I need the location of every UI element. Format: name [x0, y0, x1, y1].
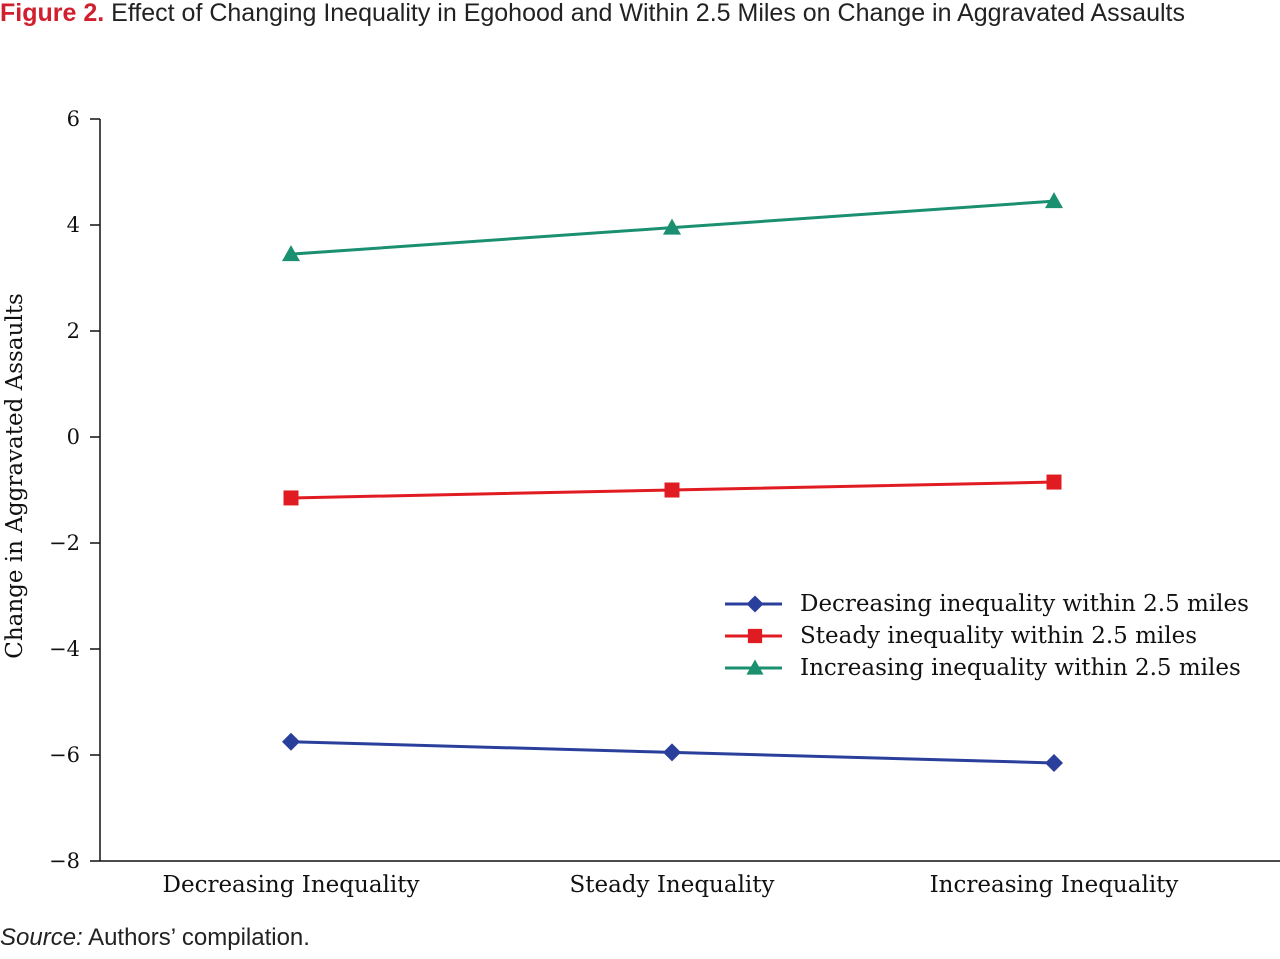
source-label: Source: [0, 924, 83, 951]
data-point-triangle [663, 218, 681, 235]
y-axis-label: Change in Aggravated Assaults [2, 293, 28, 659]
y-tick-label: 0 [67, 425, 80, 449]
y-tick-label: 4 [67, 213, 80, 237]
legend-item: Increasing inequality within 2.5 miles [725, 655, 1241, 681]
legend-marker-square [747, 628, 763, 644]
series-square [283, 474, 1062, 506]
x-tick-label: Decreasing Inequality [163, 872, 420, 898]
data-point-triangle [282, 245, 300, 262]
data-point-diamond [282, 732, 300, 751]
series-triangle [282, 192, 1063, 262]
x-tick-label: Increasing Inequality [930, 872, 1179, 898]
legend-item: Steady inequality within 2.5 miles [725, 623, 1197, 649]
y-tick-label: −8 [49, 849, 80, 873]
legend-marker-triangle [746, 659, 764, 675]
chart-axes: 6 4 2 0 −2 −4 −6 −8 Decreasing Inequality Steady … [2, 107, 1280, 898]
data-point-diamond [1045, 753, 1063, 772]
y-tick-label: −6 [49, 743, 80, 767]
data-point-square [664, 482, 680, 498]
legend-item: Decreasing inequality within 2.5 miles [725, 591, 1249, 617]
series-diamond [282, 732, 1063, 772]
y-tick-label: −4 [49, 637, 80, 661]
chart-series [282, 192, 1063, 772]
chart-legend: Decreasing inequality within 2.5 miles St… [725, 591, 1249, 681]
y-tick-label: 2 [67, 319, 80, 343]
y-tick-label: −2 [49, 531, 80, 555]
legend-label: Steady inequality within 2.5 miles [800, 623, 1197, 649]
chart: 6 4 2 0 −2 −4 −6 −8 Decreasing Inequality Steady … [2, 107, 1280, 898]
data-point-triangle [1045, 192, 1063, 209]
legend-label: Increasing inequality within 2.5 miles [800, 655, 1241, 681]
data-point-square [1046, 474, 1062, 490]
legend-label: Decreasing inequality within 2.5 miles [800, 591, 1249, 617]
source-text: Authors’ compilation. [88, 924, 310, 951]
source-note: Source: Authors’ compilation. [0, 924, 310, 952]
data-point-diamond [663, 743, 681, 762]
figure-title: Figure 2. Effect of Changing Inequality … [0, 0, 1270, 33]
legend-marker-diamond [746, 595, 764, 613]
figure-label: Figure 2. [0, 0, 105, 27]
figure-title-text: Effect of Changing Inequality in Egohood… [111, 0, 1185, 27]
y-tick-label: 6 [67, 107, 80, 131]
data-point-square [283, 490, 299, 506]
x-tick-label: Steady Inequality [569, 872, 774, 898]
